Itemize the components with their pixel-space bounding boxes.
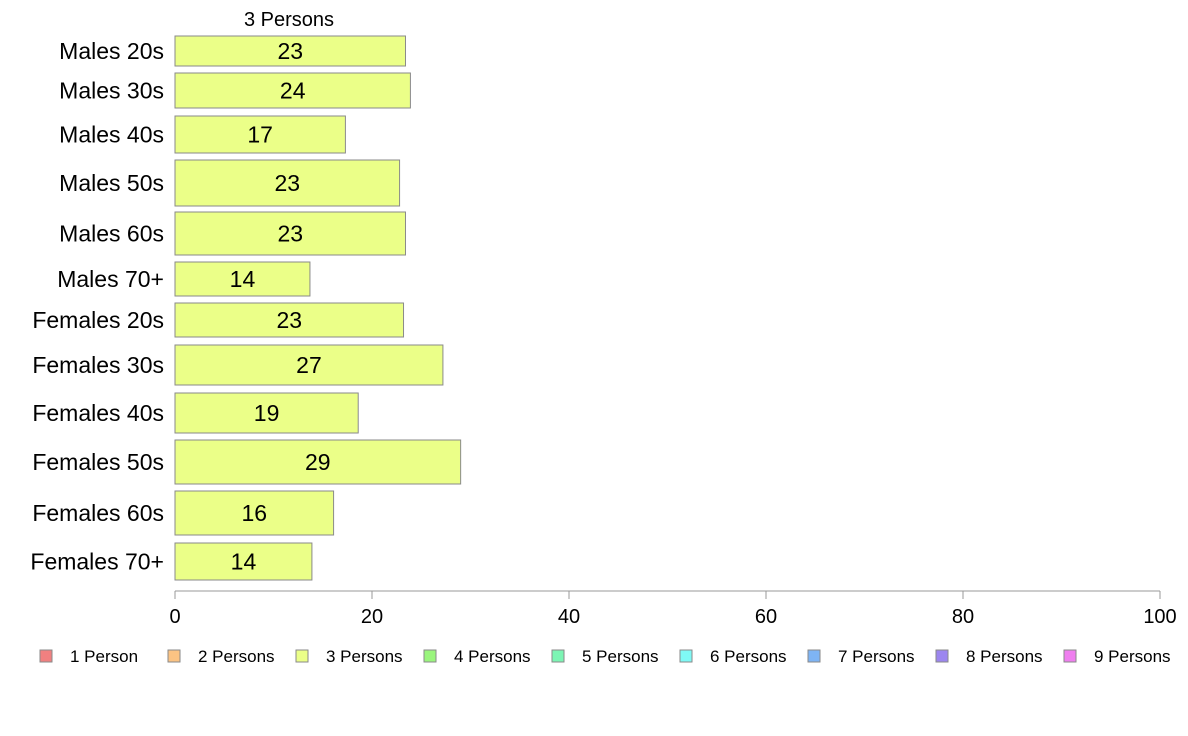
category-label: Females 50s [32, 449, 164, 475]
category-label: Females 20s [32, 307, 164, 333]
category-label: Males 20s [59, 38, 164, 64]
legend: 1 Person 2 Persons 3 Persons 4 Persons 5 Per… [39, 647, 1171, 666]
bar-value-label: 24 [280, 78, 306, 104]
bar-value-label: 29 [305, 449, 331, 475]
category-label: Females 40s [32, 400, 164, 426]
bar-value-label: 14 [231, 549, 257, 575]
category-labels-group: Males 20s Males 30s Males 40s Males 50s Male… [30, 38, 164, 575]
bar [174, 439, 462, 485]
legend-label: 6 Persons [710, 647, 787, 666]
bar [174, 392, 359, 434]
bar [174, 35, 406, 67]
category-label: Males 40s [59, 122, 164, 148]
series-title: 3 Persons [244, 9, 334, 31]
bar [174, 490, 335, 536]
legend-swatch [807, 649, 821, 663]
legend-swatch [167, 649, 181, 663]
legend-swatch [679, 649, 693, 663]
category-label: Females 70+ [30, 549, 164, 575]
legend-label: 9 Persons [1094, 647, 1171, 666]
legend-swatch [295, 649, 309, 663]
legend-label: 7 Persons [838, 647, 915, 666]
legend-swatch [1063, 649, 1077, 663]
bar [174, 72, 411, 109]
legend-label: 1 Person [70, 647, 138, 666]
bar-value-label: 23 [277, 38, 303, 64]
x-tick-label: 80 [952, 606, 974, 628]
legend-label: 5 Persons [582, 647, 659, 666]
category-label: Males 30s [59, 78, 164, 104]
legend-label: 4 Persons [454, 647, 531, 666]
legend-swatch [935, 649, 949, 663]
bar-value-label: 14 [230, 266, 256, 292]
x-tick-label: 40 [558, 606, 580, 628]
legend-swatch [39, 649, 53, 663]
bar [174, 542, 313, 581]
bar-value-label: 19 [254, 400, 280, 426]
legend-label: 2 Persons [198, 647, 275, 666]
category-label: Males 50s [59, 170, 164, 196]
category-label: Males 70+ [57, 266, 164, 292]
bar [174, 159, 401, 207]
x-tick-label: 100 [1143, 606, 1176, 628]
legend-label: 3 Persons [326, 647, 403, 666]
x-tick-label: 60 [755, 606, 777, 628]
bar-value-label: 23 [276, 307, 302, 333]
legend-swatch [551, 649, 565, 663]
category-label: Females 60s [32, 500, 164, 526]
x-tick-label: 0 [169, 606, 180, 628]
x-axis: 0 20 40 60 80 100 [169, 590, 1177, 628]
bar-value-label: 17 [247, 122, 273, 148]
bar-value-label: 27 [296, 352, 322, 378]
bar [174, 344, 444, 386]
bar-value-label: 23 [274, 170, 300, 196]
bar [174, 261, 311, 297]
category-label: Females 30s [32, 352, 164, 378]
x-tick-label: 20 [361, 606, 383, 628]
bar [174, 115, 346, 154]
category-label: Males 60s [59, 221, 164, 247]
bar [174, 302, 405, 338]
legend-swatch [423, 649, 437, 663]
bar-value-label: 23 [277, 221, 303, 247]
legend-label: 8 Persons [966, 647, 1043, 666]
bar [174, 211, 406, 256]
bar-value-label: 16 [241, 500, 267, 526]
